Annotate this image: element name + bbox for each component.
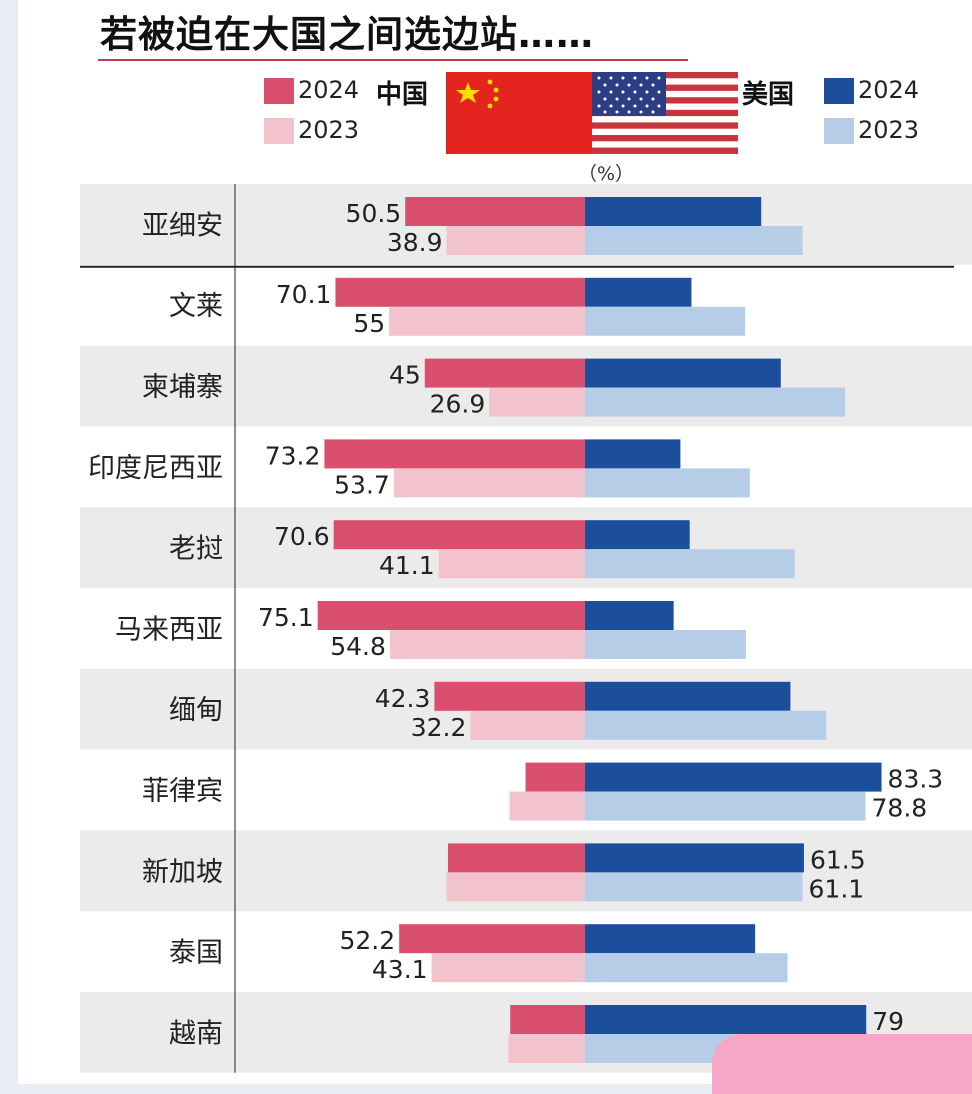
legend-china-label: 中国 xyxy=(376,80,429,110)
china-2023-bar xyxy=(438,549,585,579)
china-2024-bar xyxy=(424,358,585,388)
legend-usa-2023-swatch xyxy=(824,118,854,144)
usa-2023-bar xyxy=(585,387,846,417)
china-2023-bar xyxy=(431,953,585,983)
usa-2023-bar xyxy=(585,872,803,902)
china-2023-bar xyxy=(470,710,585,740)
usa-2023-bar xyxy=(585,549,795,579)
corner-overlay xyxy=(712,1034,972,1094)
china-2023-value-label: 32.2 xyxy=(411,713,467,742)
china-2024-value-label: 70.1 xyxy=(276,280,332,309)
category-label: 文莱 xyxy=(169,291,223,322)
usa-2024-bar xyxy=(585,439,681,469)
chart-sheet: 若被迫在大国之间选边站…… 2024 2023 中国 xyxy=(18,0,972,1084)
usa-2023-bar xyxy=(585,791,866,821)
category-label: 越南 xyxy=(169,1018,223,1049)
legend-china-2023-swatch xyxy=(264,118,294,144)
category-label: 泰国 xyxy=(169,938,223,969)
china-2023-bar xyxy=(508,1034,585,1063)
china-2023-value-label: 54.8 xyxy=(330,632,386,661)
legend-usa-2024-label: 2024 xyxy=(858,76,920,104)
category-label: 老挝 xyxy=(169,534,223,565)
usa-2024-bar xyxy=(585,924,756,954)
china-2023-bar xyxy=(389,630,585,659)
china-2024-value-label: 50.5 xyxy=(346,199,402,228)
legend-china-2024-label: 2024 xyxy=(298,76,360,104)
usa-2023-bar xyxy=(585,226,803,255)
usa-2024-bar xyxy=(585,358,781,388)
chart-title: 若被迫在大国之间选边站…… xyxy=(100,13,594,56)
diverging-bar-chart: 亚细安 50.538.9 文莱 70.1 55 柬埔寨 45 26.9 印度尼西亚 73.2 53.… xyxy=(80,184,972,1073)
china-2023-value-label: 43.1 xyxy=(372,955,428,984)
category-label: 缅甸 xyxy=(169,695,223,726)
china-2024-bar xyxy=(525,762,585,792)
category-label: 新加坡 xyxy=(142,857,223,888)
usa-2024-value-label: 83.3 xyxy=(888,765,944,794)
china-2023-bar xyxy=(509,791,585,821)
china-2024-bar xyxy=(399,924,585,954)
china-2024-bar xyxy=(510,1005,585,1034)
china-2024-bar xyxy=(405,197,585,226)
usa-2023-value-label: 61.1 xyxy=(809,874,865,903)
flags-image xyxy=(446,72,738,154)
usa-2024-value-label: 61.5 xyxy=(810,845,866,874)
category-label: 印度尼西亚 xyxy=(88,453,223,484)
legend-china-2024-swatch xyxy=(264,78,294,104)
usa-flag-icon xyxy=(592,72,738,154)
china-2023-bar xyxy=(446,226,585,255)
usa-2024-bar xyxy=(585,601,674,630)
usa-2023-bar xyxy=(585,306,746,336)
china-2023-value-label: 41.1 xyxy=(379,551,435,580)
category-label: 菲律宾 xyxy=(142,776,223,807)
china-2024-bar xyxy=(434,681,585,711)
china-2023-value-label: 55 xyxy=(353,309,385,338)
usa-2023-bar xyxy=(585,710,827,740)
usa-2024-value-label: 79 xyxy=(872,1007,904,1036)
china-2023-bar xyxy=(389,306,585,336)
category-label: 柬埔寨 xyxy=(142,372,223,403)
china-2024-bar xyxy=(317,601,585,630)
china-2024-value-label: 45 xyxy=(389,361,421,390)
legend-usa-2023-label: 2023 xyxy=(858,116,920,144)
china-2023-value-label: 38.9 xyxy=(387,228,443,257)
usa-2023-bar xyxy=(585,468,750,498)
china-2023-value-label: 53.7 xyxy=(334,470,390,499)
china-2023-bar xyxy=(446,872,585,902)
china-2024-value-label: 52.2 xyxy=(339,926,395,955)
china-2023-value-label: 26.9 xyxy=(430,390,486,419)
china-2024-value-label: 73.2 xyxy=(265,441,321,470)
category-label: 马来西亚 xyxy=(115,614,223,645)
usa-2024-bar xyxy=(585,843,804,873)
usa-2023-bar xyxy=(585,953,788,983)
legend-usa-2024-swatch xyxy=(824,78,854,104)
legend-usa-label: 美国 xyxy=(742,80,795,110)
china-2024-value-label: 70.6 xyxy=(274,522,330,551)
china-2023-bar xyxy=(393,468,585,498)
china-2024-value-label: 42.3 xyxy=(375,684,431,713)
usa-2024-bar xyxy=(585,1005,867,1034)
usa-2024-bar xyxy=(585,197,762,226)
unit-label: （%） xyxy=(578,163,635,185)
china-flag-icon xyxy=(446,72,592,154)
usa-2023-value-label: 78.8 xyxy=(872,794,928,823)
usa-2024-bar xyxy=(585,277,692,307)
china-2024-bar xyxy=(324,439,585,469)
china-2024-value-label: 75.1 xyxy=(258,603,314,632)
usa-2023-bar xyxy=(585,630,746,659)
china-2024-bar xyxy=(447,843,585,873)
title-underline xyxy=(98,59,688,61)
usa-2024-bar xyxy=(585,520,690,550)
china-flag-star-icon xyxy=(456,82,480,103)
usa-2024-bar xyxy=(585,762,882,792)
category-label: 亚细安 xyxy=(142,210,223,241)
usa-2024-bar xyxy=(585,681,791,711)
china-2024-bar xyxy=(333,520,585,550)
legend-china-2023-label: 2023 xyxy=(298,116,360,144)
china-2024-bar xyxy=(335,277,585,307)
china-2023-bar xyxy=(489,387,585,417)
